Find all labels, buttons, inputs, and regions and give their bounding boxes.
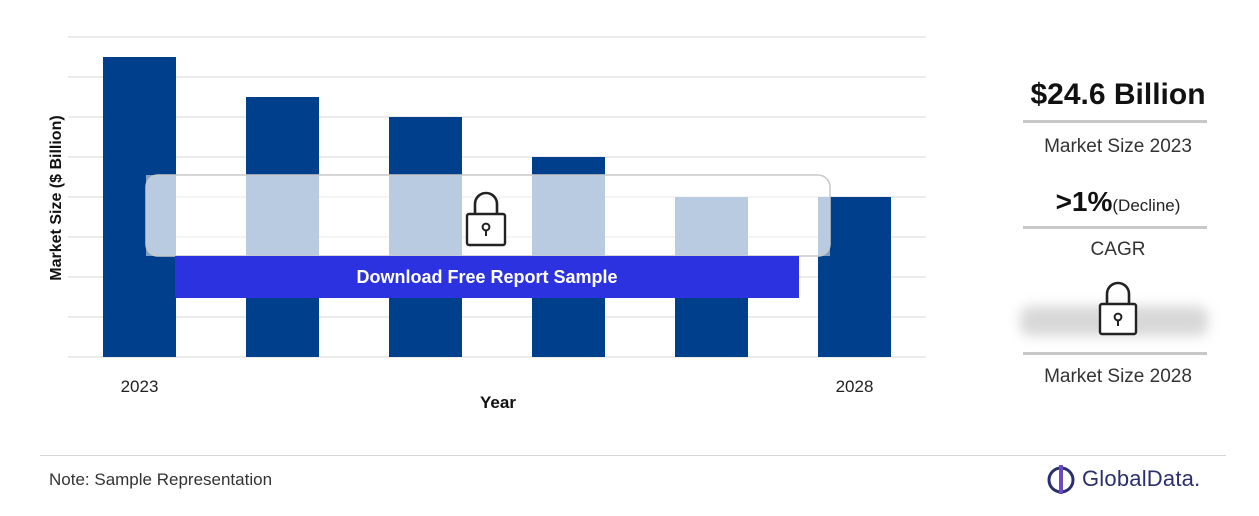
y-axis-label: Market Size ($ Billion) [48,115,65,280]
x-tick-label: 2023 [121,377,159,396]
cagr-value: >1% [1055,186,1113,217]
bars [103,57,891,357]
cagr-label: CAGR [1090,239,1146,260]
bar-masked-segment [818,197,830,256]
globaldata-logo-text: GlobalData. [1082,466,1201,491]
market-size-value: $24.6 Billion [1030,78,1206,111]
padlock-icon [1098,281,1138,336]
x-axis-label: Year [480,393,516,412]
divider [1023,226,1207,229]
market-size-label: Market Size 2023 [1044,136,1192,157]
x-tick-label: 2028 [836,377,874,396]
cagr-value-row: >1%(Decline) [1023,186,1213,218]
bar-masked-segment [675,197,748,256]
download-button-label[interactable]: Download Free Report Sample [356,267,617,287]
download-button[interactable] [175,256,799,298]
footer-divider [40,455,1226,456]
bar-masked-segment [389,175,462,256]
bar-masked-segment [246,175,319,256]
sample-note: Note: Sample Representation [49,470,273,489]
x-tick-labels: 2023 2028 [121,377,874,396]
globaldata-logo-icon [1047,465,1075,494]
future-market-size-label: Market Size 2028 [1044,366,1192,387]
bar-masked-segment [146,175,176,256]
divider [1023,352,1207,355]
divider [1023,120,1207,123]
download-overlay[interactable]: Download Free Report Sample [145,174,831,298]
padlock-icon [465,191,507,247]
cagr-qualifier: (Decline) [1112,196,1181,215]
bar-masked-segment [532,175,605,256]
globaldata-logo[interactable]: GlobalData. [1046,463,1200,495]
